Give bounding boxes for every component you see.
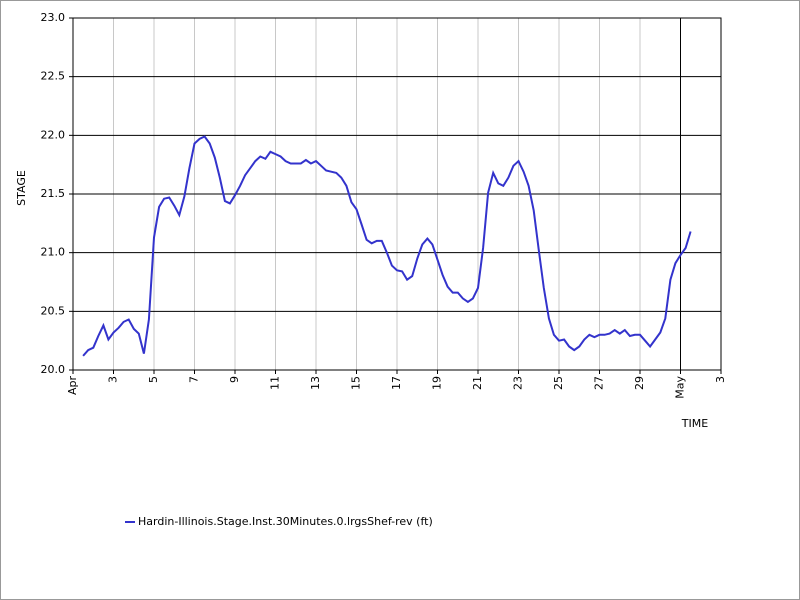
x-axis-title: TIME	[681, 417, 708, 430]
y-tick-label: 20.0	[41, 363, 66, 376]
x-tick-label: 13	[309, 376, 322, 390]
data-line	[82, 135, 692, 357]
y-tick-label: 22.5	[41, 70, 66, 83]
x-tick-label: 23	[512, 376, 525, 390]
x-tick-label: 3	[107, 376, 120, 383]
y-tick-label: 20.5	[41, 304, 66, 317]
x-tick-label: 3	[714, 376, 727, 383]
y-tick-label: 21.5	[41, 187, 66, 200]
x-tick-label: 19	[431, 376, 444, 390]
y-axis-title: STAGE	[15, 170, 28, 206]
x-tick-label: 29	[633, 376, 646, 390]
y-tick-label: 23.0	[41, 11, 66, 24]
x-tick-label: 21	[471, 376, 484, 390]
x-tick-label: 15	[350, 376, 363, 390]
y-tick-label: 22.0	[41, 128, 66, 141]
x-tick-label: 7	[188, 376, 201, 383]
y-tick-label: 21.0	[41, 246, 66, 259]
plot-border	[72, 17, 722, 371]
x-tick-label: 11	[269, 376, 282, 390]
x-tick-label: 25	[552, 376, 565, 390]
x-tick-label: 5	[147, 376, 160, 383]
x-tick-label: May	[674, 376, 687, 399]
x-tick-label: 17	[390, 376, 403, 390]
x-tick-label: Apr	[66, 376, 79, 396]
x-tick-label: 27	[593, 376, 606, 390]
x-tick-label: 9	[228, 376, 241, 383]
legend-label: Hardin-Illinois.Stage.Inst.30Minutes.0.l…	[138, 515, 433, 528]
